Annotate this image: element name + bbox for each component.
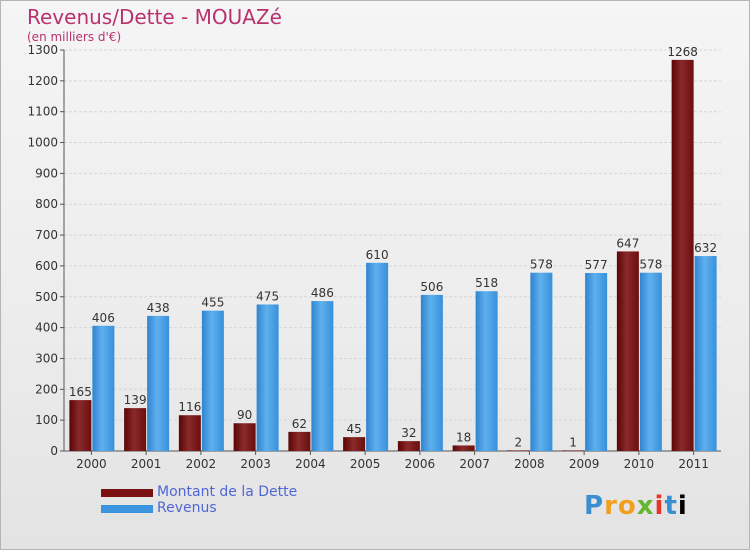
y-tick-label: 700 xyxy=(35,228,58,242)
y-tick-label: 800 xyxy=(35,197,58,211)
x-tick-label: 2001 xyxy=(131,457,162,471)
data-label-revenus: 578 xyxy=(639,258,662,272)
x-tick-label: 2000 xyxy=(76,457,107,471)
y-tick-label: 400 xyxy=(35,321,58,335)
y-tick-label: 1300 xyxy=(27,43,58,57)
data-label-dette: 18 xyxy=(456,430,471,444)
bar-dette xyxy=(507,450,530,451)
bar-revenus xyxy=(585,273,608,451)
proxiti-logo: Proxiti xyxy=(584,491,688,521)
data-label-revenus: 518 xyxy=(475,276,498,290)
bar-revenus xyxy=(530,272,553,451)
x-tick-label: 2009 xyxy=(569,457,600,471)
bar-dette xyxy=(671,59,694,452)
bar-revenus xyxy=(639,272,662,451)
x-tick-label: 2004 xyxy=(295,457,326,471)
data-label-revenus: 406 xyxy=(92,311,115,325)
bar-revenus xyxy=(201,310,224,451)
bar-revenus xyxy=(311,301,334,451)
data-label-revenus: 610 xyxy=(366,248,389,262)
data-label-revenus: 475 xyxy=(256,289,279,303)
y-tick-label: 500 xyxy=(35,290,58,304)
data-label-dette: 32 xyxy=(401,426,416,440)
data-label-dette: 2 xyxy=(515,435,523,449)
legend-label-dette: Montant de la Dette xyxy=(157,484,298,500)
data-label-dette: 139 xyxy=(124,393,147,407)
legend-swatch-revenus xyxy=(101,505,153,513)
data-label-dette: 116 xyxy=(178,400,201,414)
data-label-dette: 165 xyxy=(69,385,92,399)
bar-revenus xyxy=(420,294,443,451)
bar-dette xyxy=(397,441,420,451)
y-tick-label: 200 xyxy=(35,382,58,396)
bar-dette xyxy=(233,423,256,451)
bar-dette xyxy=(616,251,639,451)
bar-dette xyxy=(178,415,201,451)
x-tick-label: 2002 xyxy=(186,457,217,471)
data-label-dette: 647 xyxy=(616,236,639,250)
chart-subtitle: (en milliers d'€) xyxy=(27,30,122,44)
bar-dette xyxy=(343,437,366,451)
y-tick-label: 600 xyxy=(35,259,58,273)
bar-dette xyxy=(288,431,311,451)
data-label-revenus: 438 xyxy=(147,301,170,315)
bar-revenus xyxy=(694,256,717,451)
bar-dette xyxy=(69,400,92,451)
x-tick-label: 2005 xyxy=(350,457,381,471)
bar-revenus xyxy=(366,262,389,451)
data-label-dette: 45 xyxy=(346,422,361,436)
bar-dette xyxy=(562,450,585,451)
data-label-dette: 90 xyxy=(237,408,252,422)
bar-dette xyxy=(124,408,147,451)
data-label-dette: 1268 xyxy=(667,45,698,59)
y-tick-label: 1000 xyxy=(27,136,58,150)
legend-swatch-dette xyxy=(101,489,153,497)
data-label-revenus: 455 xyxy=(201,296,224,310)
y-tick-label: 300 xyxy=(35,351,58,365)
data-label-revenus: 632 xyxy=(694,241,717,255)
bar-revenus xyxy=(256,304,279,451)
chart-title: Revenus/Dette - MOUAZé xyxy=(27,5,282,29)
y-tick-label: 0 xyxy=(50,444,58,458)
data-label-dette: 1 xyxy=(569,435,577,449)
bar-revenus xyxy=(475,291,498,451)
data-label-revenus: 577 xyxy=(585,258,608,272)
x-tick-label: 2006 xyxy=(405,457,436,471)
bar-dette xyxy=(452,445,475,451)
data-label-revenus: 486 xyxy=(311,286,334,300)
x-tick-label: 2010 xyxy=(624,457,655,471)
y-tick-label: 1100 xyxy=(27,105,58,119)
bar-revenus xyxy=(147,315,170,451)
y-tick-label: 1200 xyxy=(27,74,58,88)
x-tick-label: 2008 xyxy=(514,457,545,471)
data-label-revenus: 506 xyxy=(420,280,443,294)
legend-label-revenus: Revenus xyxy=(157,500,217,516)
data-label-revenus: 578 xyxy=(530,258,553,272)
y-tick-label: 900 xyxy=(35,166,58,180)
y-tick-label: 100 xyxy=(35,413,58,427)
data-label-dette: 62 xyxy=(292,417,307,431)
x-tick-label: 2007 xyxy=(459,457,490,471)
x-tick-label: 2011 xyxy=(678,457,709,471)
bar-revenus xyxy=(92,325,115,451)
x-tick-label: 2003 xyxy=(240,457,271,471)
